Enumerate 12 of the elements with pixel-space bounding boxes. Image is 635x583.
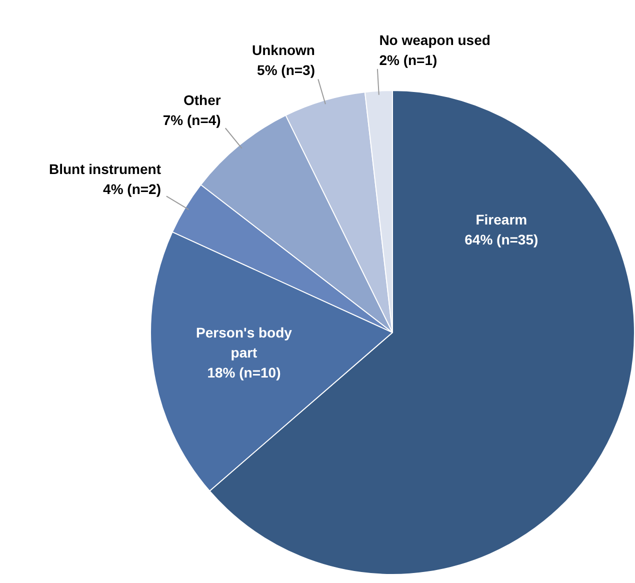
slice-label: Other [184,92,222,108]
data-label: 18% (n=10) [207,364,281,381]
data-label: 64% (n=35) [464,232,538,248]
data-label: 2% (n=1) [379,52,438,68]
slice-label: Unknown [252,42,315,58]
slice-label: Blunt instrument [49,160,162,177]
slice-label: Firearm [476,212,528,228]
data-label: 5% (n=3) [257,62,315,78]
slice-label: No weapon used [379,32,490,48]
data-label: 7% (n=4) [162,112,221,128]
data-label: 4% (n=2) [103,180,161,197]
slice-label: Person's body part [196,324,292,361]
